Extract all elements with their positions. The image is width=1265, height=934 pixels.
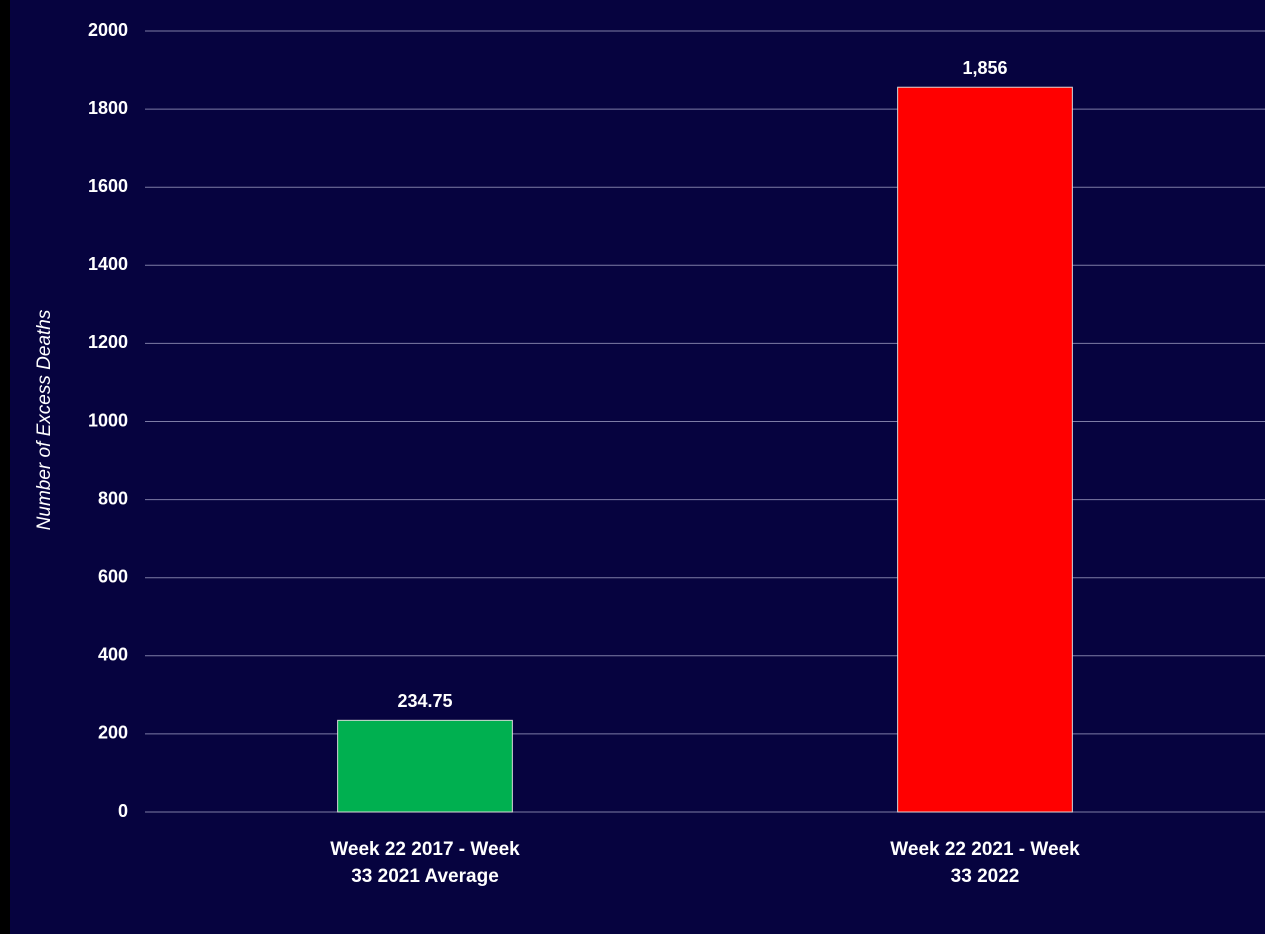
y-tick-label: 400 xyxy=(98,645,128,665)
y-tick-label: 1400 xyxy=(88,254,128,274)
y-tick-label: 1800 xyxy=(88,98,128,118)
left-edge xyxy=(0,0,10,934)
data-label: 1,856 xyxy=(962,58,1007,78)
y-axis-label: Number of Excess Deaths xyxy=(34,309,55,530)
y-tick-label: 2000 xyxy=(88,20,128,40)
y-tick-label: 1200 xyxy=(88,332,128,352)
bar xyxy=(337,719,513,813)
data-label: 234.75 xyxy=(397,691,452,711)
x-tick-label: Week 22 2021 - Week 33 2022 xyxy=(890,839,1080,887)
y-tick-label: 200 xyxy=(98,723,128,743)
y-tick-label: 0 xyxy=(118,801,128,821)
y-tick-label: 800 xyxy=(98,488,128,508)
y-tick-label: 600 xyxy=(98,566,128,586)
y-tick-label: 1000 xyxy=(88,410,128,430)
bar xyxy=(897,86,1073,813)
x-tick-label: Week 22 2017 - Week 33 2021 Average xyxy=(330,839,520,887)
y-tick-label: 1600 xyxy=(88,176,128,196)
